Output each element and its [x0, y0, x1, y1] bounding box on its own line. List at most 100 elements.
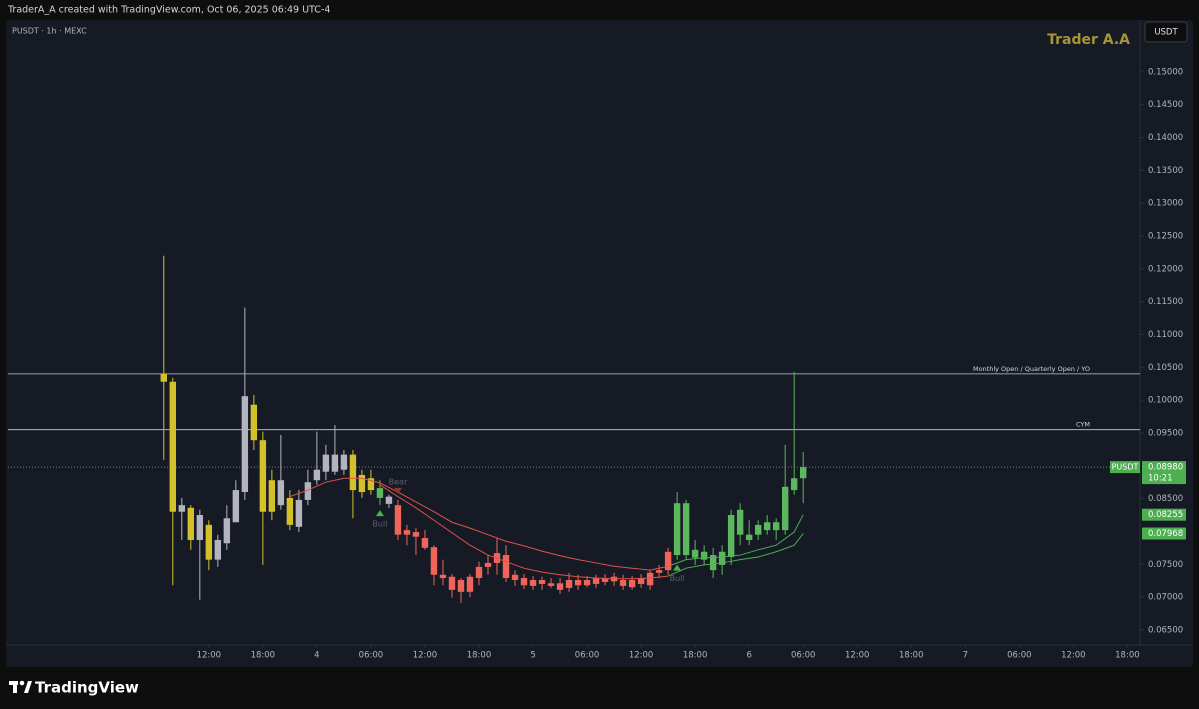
- candle-body: [583, 580, 591, 586]
- x-tick-label: 12:00: [845, 651, 870, 661]
- level-label: CYM: [1076, 421, 1090, 429]
- candle-body: [709, 555, 717, 571]
- y-tick-label: 0.14000: [1148, 133, 1183, 143]
- y-tick-label: 0.09500: [1148, 428, 1183, 438]
- candle-body: [376, 488, 384, 498]
- candle-body: [223, 518, 231, 544]
- y-tick-label: 0.11500: [1148, 297, 1183, 307]
- y-tick-label: 0.10000: [1148, 396, 1183, 406]
- y-tick-label: 0.07000: [1148, 593, 1183, 603]
- last-price-symbol: PUSDT: [1112, 463, 1139, 472]
- y-tick-label: 0.12500: [1148, 232, 1183, 242]
- candle-body: [646, 572, 654, 586]
- candle-body: [727, 515, 735, 558]
- x-tick-label: 5: [530, 651, 535, 661]
- candle-body: [520, 578, 528, 586]
- last-price-symbol-box: [1110, 461, 1140, 474]
- candle-body: [529, 580, 537, 586]
- logo-stem: [13, 681, 17, 693]
- y-tick-label: 0.13000: [1148, 199, 1183, 209]
- credit: TraderA_A created with TradingView.com, …: [7, 5, 330, 16]
- x-tick-label: 18:00: [467, 651, 492, 661]
- candle-body: [259, 440, 267, 512]
- candle-body: [205, 524, 213, 560]
- candle-body: [790, 478, 798, 491]
- candle-body: [430, 547, 438, 575]
- candle-body: [439, 574, 447, 579]
- candle-body: [637, 578, 645, 584]
- line-price-label: 0.08255: [1148, 510, 1183, 520]
- candle-body: [367, 478, 375, 491]
- currency-label[interactable]: USDT: [1154, 28, 1178, 38]
- x-tick-label: 18:00: [899, 651, 924, 661]
- x-tick-label: 06:00: [1007, 651, 1032, 661]
- x-tick-label: 06:00: [359, 651, 384, 661]
- candle-body: [313, 469, 321, 481]
- candle-body: [673, 503, 681, 556]
- candle-body: [754, 524, 762, 535]
- candle-body: [655, 570, 663, 573]
- candle-body: [691, 549, 699, 558]
- candle-body: [196, 515, 204, 540]
- candle-body: [349, 454, 357, 491]
- candle-body: [619, 580, 627, 586]
- y-tick-label: 0.10500: [1148, 363, 1183, 373]
- candle-body: [700, 551, 708, 560]
- candle-body: [772, 522, 780, 531]
- candle-body: [340, 454, 348, 470]
- candle-body: [628, 580, 636, 588]
- y-tick-label: 0.06500: [1148, 625, 1183, 635]
- candle-body: [322, 454, 330, 472]
- currency-button[interactable]: [1144, 21, 1188, 43]
- candle-body: [547, 583, 555, 586]
- x-tick-label: 12:00: [413, 651, 438, 661]
- signal-marker: [673, 564, 682, 571]
- moving-average: [667, 514, 804, 567]
- candle-body: [241, 396, 249, 493]
- y-tick-label: 0.11000: [1148, 330, 1183, 340]
- candle-body: [412, 532, 420, 537]
- countdown: 10:21: [1148, 474, 1173, 484]
- y-tick-label: 0.13500: [1148, 166, 1183, 176]
- x-tick-label: 18:00: [1115, 651, 1140, 661]
- x-tick-label: 6: [746, 651, 751, 661]
- candle-body: [664, 551, 672, 571]
- symbol-info: PUSDT · 1h · MEXC: [12, 27, 87, 36]
- logo-dot: [19, 680, 25, 686]
- x-tick-label: 18:00: [683, 651, 708, 661]
- candle-body: [574, 580, 582, 586]
- candle-body: [601, 578, 609, 582]
- last-price-box: [1142, 461, 1186, 485]
- y-tick-label: 0.12000: [1148, 264, 1183, 274]
- last-price-label: 0.08980: [1148, 463, 1183, 473]
- candle-body: [403, 530, 411, 535]
- candle-body: [277, 480, 285, 506]
- candle-body: [484, 562, 492, 567]
- candle-body: [232, 490, 240, 523]
- candle-body: [214, 539, 222, 560]
- level-label: Monthly Open / Quarterly Open / YO: [973, 365, 1090, 373]
- x-tick-label: 06:00: [791, 651, 816, 661]
- line-price-label: 0.07968: [1148, 529, 1183, 539]
- brand: TradingView: [35, 679, 139, 697]
- signal-label: Bull: [670, 574, 685, 583]
- signal-marker: [393, 487, 402, 494]
- line-price-box: [1142, 527, 1186, 540]
- candle-body: [592, 578, 600, 584]
- candle-body: [421, 537, 429, 548]
- moving-average: [289, 477, 669, 571]
- candle-body: [511, 574, 519, 581]
- y-tick-label: 0.07500: [1148, 560, 1183, 570]
- y-tick-label: 0.15000: [1148, 67, 1183, 77]
- candle-body: [466, 576, 474, 592]
- candle-body: [358, 474, 366, 493]
- candle-body: [502, 555, 510, 579]
- candle-body: [448, 576, 456, 590]
- candle-body: [331, 454, 339, 472]
- candle-body: [268, 480, 276, 512]
- candle-body: [457, 580, 465, 592]
- candle-body: [250, 404, 258, 441]
- y-tick-label: 0.08500: [1148, 494, 1183, 504]
